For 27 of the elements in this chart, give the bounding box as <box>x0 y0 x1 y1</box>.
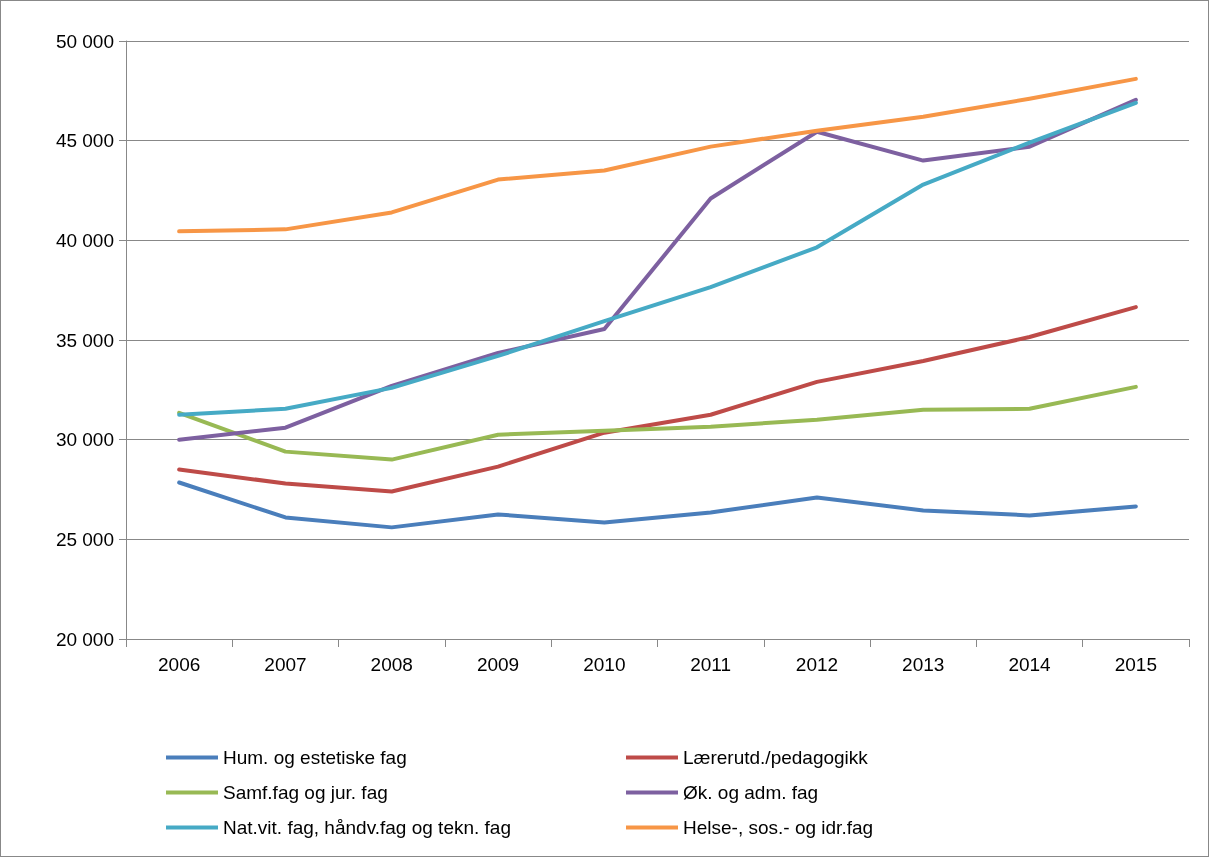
y-tick-label: 25 000 <box>55 528 114 550</box>
x-tick-label: 2010 <box>583 654 626 675</box>
x-tick-label: 2013 <box>902 654 945 675</box>
line-series <box>177 76 1138 234</box>
x-tick-label: 2008 <box>370 654 413 675</box>
legend-label: Samf.fag og jur. fag <box>223 782 388 803</box>
line-series <box>177 384 1138 462</box>
y-tick-label: 35 000 <box>55 329 114 351</box>
legend-label: Hum. og estetiske fag <box>223 747 407 768</box>
x-tick-label: 2006 <box>158 654 201 675</box>
legend-label: Lærerutd./pedagogikk <box>683 747 869 768</box>
x-tick-label: 2012 <box>795 654 839 675</box>
x-tick-label: 2009 <box>476 654 520 675</box>
line-series <box>177 305 1138 494</box>
y-tick-label: 30 000 <box>55 429 114 451</box>
legend-label: Øk. og adm. fag <box>683 782 819 803</box>
legend-label: Helse-, sos.- og idr.fag <box>683 817 874 838</box>
x-tick-label: 2007 <box>264 654 307 675</box>
x-tick-label: 2011 <box>690 654 732 675</box>
x-tick-label: 2014 <box>1008 654 1052 675</box>
y-tick-label: 45 000 <box>55 130 114 152</box>
y-tick-label: 20 000 <box>55 628 114 650</box>
legend-label: Nat.vit. fag, håndv.fag og tekn. fag <box>223 817 511 838</box>
line-series <box>177 480 1138 530</box>
y-tick-label: 40 000 <box>55 229 114 251</box>
x-tick-label: 2015 <box>1114 654 1157 675</box>
y-tick-label: 50 000 <box>55 30 114 52</box>
